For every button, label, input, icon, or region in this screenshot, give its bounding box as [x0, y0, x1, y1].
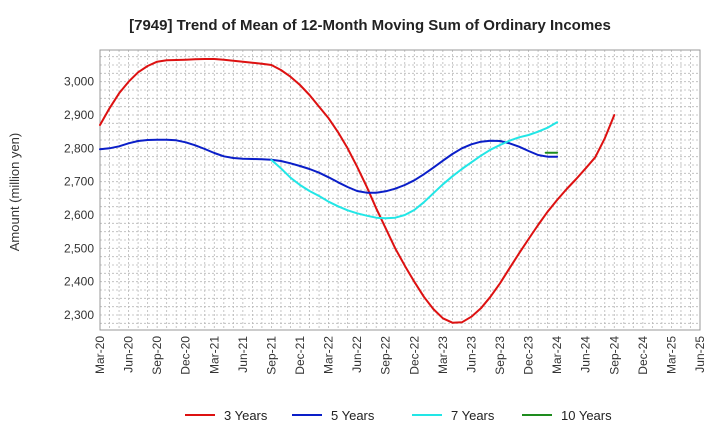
legend-label: 5 Years: [331, 408, 375, 423]
x-tick-label: Jun-24: [579, 336, 593, 373]
legend-label: 10 Years: [561, 408, 612, 423]
x-tick-label: Mar-20: [93, 336, 107, 374]
plot-frame: [99, 49, 701, 331]
y-tick-label: 3,000: [64, 75, 94, 89]
x-tick-label: Dec-23: [522, 336, 536, 375]
x-tick-label: Sep-20: [150, 336, 164, 375]
legend: 3 Years 5 Years 7 Years 10 Years: [185, 408, 612, 423]
x-tick-label: Mar-22: [322, 336, 336, 374]
x-tick-label: Mar-25: [664, 336, 678, 374]
series-line-7-years: [270, 121, 559, 220]
y-tick-labels: 2,300 2,400 2,500 2,600 2,700 2,800 2,900 3,000: [64, 75, 94, 322]
series-line-5-years: [99, 138, 559, 194]
y-tick-label: 2,800: [64, 141, 94, 155]
series-lines: [99, 58, 616, 324]
x-tick-label: Dec-22: [407, 336, 421, 375]
x-tick-label: Sep-23: [493, 336, 507, 375]
x-tick-label: Jun-22: [350, 336, 364, 373]
x-tick-labels: Mar-20 Jun-20 Sep-20 Dec-20 Mar-21 Jun-21 Sep-…: [93, 336, 707, 375]
x-tick-label: Mar-24: [550, 336, 564, 374]
x-tick-label: Sep-22: [379, 336, 393, 375]
x-tick-label: Jun-23: [464, 336, 478, 373]
y-tick-label: 2,400: [64, 275, 94, 289]
chart-title: [7949] Trend of Mean of 12-Month Moving …: [129, 17, 611, 34]
x-tick-label: Jun-20: [122, 336, 136, 373]
x-tick-label: Jun-25: [693, 336, 707, 373]
y-tick-label: 2,700: [64, 175, 94, 189]
legend-label: 7 Years: [451, 408, 495, 423]
y-tick-label: 2,900: [64, 108, 94, 122]
y-tick-label: 2,500: [64, 241, 94, 255]
y-tick-label: 2,600: [64, 208, 94, 222]
legend-label: 3 Years: [224, 408, 268, 423]
series-line-3-years: [99, 58, 616, 324]
grid: [100, 50, 700, 330]
x-tick-label: Mar-21: [207, 336, 221, 374]
x-tick-label: Sep-21: [264, 336, 278, 375]
y-axis-label: Amount (million yen): [7, 133, 22, 252]
x-tick-label: Dec-24: [636, 336, 650, 375]
x-tick-label: Jun-21: [236, 336, 250, 373]
x-tick-label: Sep-24: [607, 336, 621, 375]
x-tick-label: Mar-23: [436, 336, 450, 374]
x-tick-label: Dec-21: [293, 336, 307, 375]
x-tick-label: Dec-20: [179, 336, 193, 375]
y-tick-label: 2,300: [64, 308, 94, 322]
